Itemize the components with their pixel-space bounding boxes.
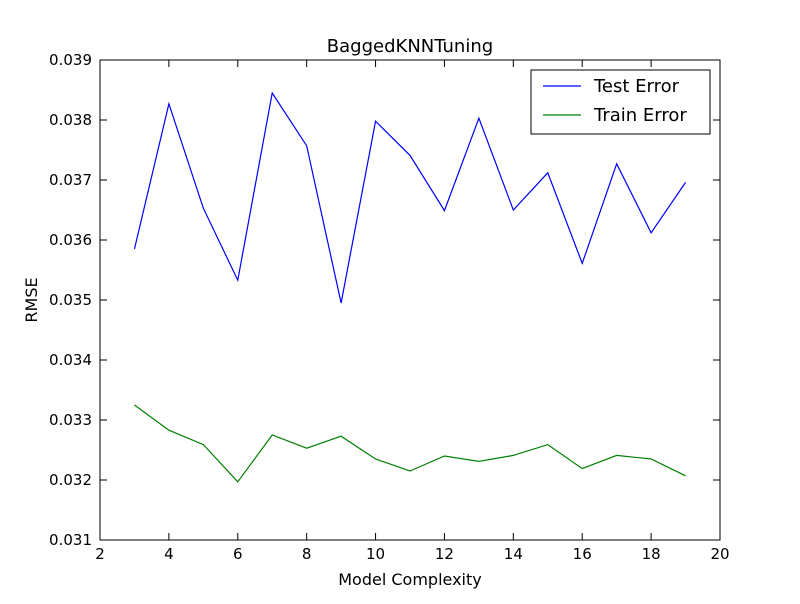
x-tick-label: 14 [504,545,523,563]
legend-label-train-error: Train Error [593,105,687,126]
data-point-test-error [581,263,583,265]
data-point-train-error [237,481,239,483]
data-point-test-error [237,279,239,281]
data-point-train-error [685,475,687,477]
plot-frame [99,59,721,541]
data-point-test-error [685,182,687,184]
data-point-test-error [375,120,377,122]
data-point-test-error [134,248,136,250]
data-point-train-error [409,470,411,472]
data-point-test-error [168,103,170,105]
data-point-train-error [203,444,205,446]
data-point-train-error [616,455,618,457]
data-point-test-error [271,92,273,94]
data-point-test-error [547,172,549,174]
x-tick-label: 18 [642,545,661,563]
y-tick-label: 0.039 [49,51,92,69]
data-point-train-error [478,461,480,463]
x-tick-label: 6 [233,545,243,563]
ticks-layer: 2 4 6 8 10 12 14 16 18 20 0.031 0.032 0.033 0.034 0.03… [49,51,730,563]
y-tick-label: 0.035 [49,291,92,309]
legend-label-test-error: Test Error [593,76,680,97]
data-point-test-error [444,210,446,212]
data-point-test-error [616,163,618,165]
data-point-train-error [444,455,446,457]
data-point-test-error [340,302,342,304]
x-tick-label: 12 [435,545,454,563]
data-point-test-error [203,207,205,209]
series-layer [133,91,687,483]
x-tick-label: 2 [95,545,105,563]
data-point-test-error [513,209,515,211]
y-tick-label: 0.038 [49,111,92,129]
data-point-train-error [375,458,377,460]
y-tick-label: 0.033 [49,411,92,429]
data-point-train-error [134,404,136,406]
data-point-train-error [650,458,652,460]
data-point-train-error [581,468,583,470]
data-point-test-error [409,155,411,157]
y-tick-label: 0.036 [49,231,92,249]
y-tick-label: 0.032 [49,471,92,489]
data-point-train-error [513,455,515,457]
data-point-test-error [650,232,652,234]
y-tick-label: 0.037 [49,171,92,189]
legend-frame [530,69,711,135]
x-tick-label: 10 [366,545,385,563]
x-tick-label: 16 [573,545,592,563]
data-point-test-error [478,117,480,119]
plot-background [100,60,720,540]
data-point-train-error [547,444,549,446]
data-point-train-error [168,429,170,431]
x-axis-label: Model Complexity [338,570,482,589]
x-tick-label: 20 [710,545,729,563]
y-tick-label: 0.034 [49,351,92,369]
chart-title: BaggedKNNTuning [327,36,493,57]
legend: Test Error Train Error [530,69,711,135]
data-point-train-error [306,447,308,449]
data-point-train-error [271,434,273,436]
series-line-test-error [133,91,687,304]
data-point-train-error [340,435,342,437]
series-line-train-error [134,404,686,483]
y-axis-label: RMSE [22,277,41,322]
x-tick-label: 8 [302,545,312,563]
data-point-test-error [306,145,308,147]
x-tick-label: 4 [164,545,174,563]
y-tick-label: 0.031 [49,531,92,549]
